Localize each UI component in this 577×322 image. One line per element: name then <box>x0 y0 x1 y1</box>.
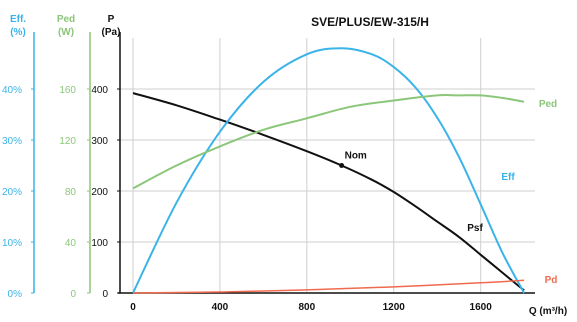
labels: Psf Eff Ped Pd Nom <box>339 99 557 286</box>
y-axis-ped-tick-label-3: 120 <box>59 136 76 147</box>
y-axis-p-title-line-0: P <box>108 14 115 25</box>
y-axis-eff-title-line-1: (%) <box>10 27 26 38</box>
series-eff-line <box>132 47 525 294</box>
series-pd-label: Pd <box>545 275 558 286</box>
y-axis-ped-tick-label-1: 40 <box>65 238 77 249</box>
y-axis-p-tick-label-0: 0 <box>102 289 108 300</box>
y-axis-p-tick-label-1: 100 <box>91 238 108 249</box>
chart-title: SVE/PLUS/EW-315/H <box>311 15 429 29</box>
annotation-label-0: Nom <box>345 151 367 162</box>
y-axis-p-title-line-1: (Pa) <box>102 27 121 38</box>
x-axis-title: Q (m³/h) <box>529 306 567 317</box>
y-axis-eff-tick-label-3: 30% <box>2 136 22 147</box>
series-pd-line <box>132 279 525 294</box>
x-axis-tick-label-4: 1600 <box>470 302 493 313</box>
x-axis-tick-label-1: 400 <box>212 302 229 313</box>
series-ped-label: Ped <box>539 99 557 110</box>
axes: Eff. (%) 0% 10% 20% 30% 40% Ped (W) 0 40 80 120 160 P (… <box>2 14 567 317</box>
y-axis-p-tick-label-2: 200 <box>91 187 108 198</box>
y-axis-p-tick-label-3: 300 <box>91 136 108 147</box>
series-eff-label: Eff <box>501 172 515 183</box>
y-axis-eff-tick-label-1: 10% <box>2 238 22 249</box>
x-axis-tick-label-2: 800 <box>298 302 315 313</box>
y-axis-eff-tick-label-4: 40% <box>2 85 22 96</box>
x-axis-tick-label-0: 0 <box>130 302 136 313</box>
y-axis-p-tick-label-4: 400 <box>91 85 108 96</box>
y-axis-ped-title-line-1: (W) <box>58 27 74 38</box>
grid-lines <box>118 38 535 294</box>
y-axis-ped-title-line-0: Ped <box>57 14 75 25</box>
annotation-point-0 <box>339 163 345 168</box>
y-axis-ped-tick-label-0: 0 <box>70 289 76 300</box>
x-axis-tick-label-3: 1200 <box>383 302 406 313</box>
y-axis-eff-title-line-0: Eff. <box>10 14 26 25</box>
y-axis-ped-tick-label-2: 80 <box>65 187 77 198</box>
series-ped-line <box>132 94 525 190</box>
series-psf-label: Psf <box>467 223 483 234</box>
series-psf-line <box>132 92 525 292</box>
y-axis-ped-tick-label-4: 160 <box>59 85 76 96</box>
y-axis-eff-tick-label-0: 0% <box>8 289 23 300</box>
y-axis-eff-tick-label-2: 20% <box>2 187 22 198</box>
series-lines <box>132 47 525 294</box>
